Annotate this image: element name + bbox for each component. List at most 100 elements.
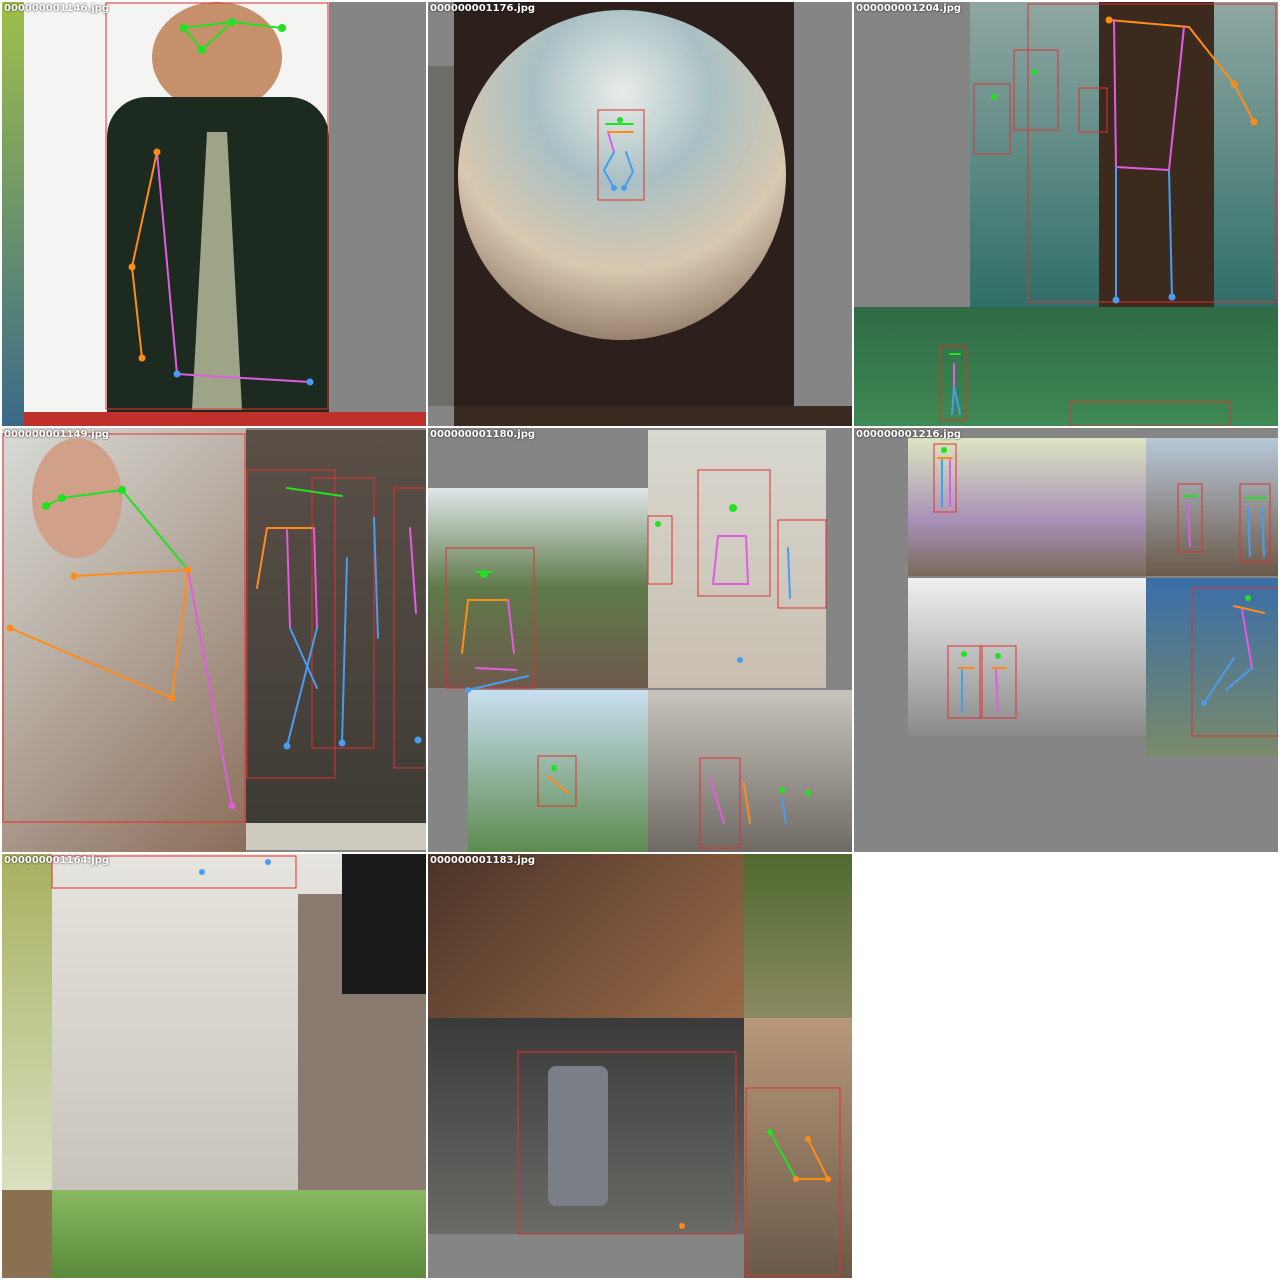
- bbox: [947, 645, 983, 719]
- skeleton-arm: [1108, 19, 1190, 28]
- tile-000000001180[interactable]: 000000001180.jpg: [428, 428, 852, 852]
- keypoint: [621, 185, 627, 191]
- photo-bottom-strip: [454, 406, 852, 426]
- bbox: [2, 433, 246, 823]
- keypoint: [278, 24, 286, 32]
- keypoint: [1031, 69, 1037, 75]
- photo-room: [648, 430, 826, 688]
- keypoint: [480, 570, 488, 578]
- photo-flip-phone: [548, 1066, 608, 1206]
- skeleton-torso: [1168, 26, 1185, 171]
- photo-wood: [2, 1190, 52, 1278]
- bbox: [1078, 87, 1108, 133]
- empty-cell: [854, 854, 1278, 1278]
- skeleton-arm: [461, 599, 469, 654]
- keypoint: [1245, 595, 1251, 601]
- photo-park: [744, 854, 852, 1018]
- photo-ski: [468, 690, 648, 852]
- photo-fisheye: [458, 10, 786, 340]
- skeleton-leg: [953, 386, 961, 415]
- tile-000000001164[interactable]: 000000001164.jpg: [2, 854, 426, 1278]
- skeleton-leg: [1168, 169, 1173, 298]
- skeleton-leg: [1225, 667, 1253, 691]
- photo-bottom: [854, 307, 1278, 426]
- skeleton-torso: [1241, 609, 1253, 669]
- keypoint: [825, 1176, 831, 1182]
- skeleton-arm: [131, 266, 143, 359]
- skeleton-arm: [807, 1138, 829, 1180]
- keypoint: [265, 859, 271, 865]
- keypoint: [173, 370, 181, 378]
- photo-speaker: [342, 854, 426, 994]
- photo-river: [428, 488, 648, 688]
- skeleton-arm: [1233, 83, 1255, 123]
- bbox: [393, 487, 426, 769]
- bbox: [777, 519, 827, 609]
- skeleton-face: [769, 1131, 797, 1180]
- bbox: [647, 515, 673, 585]
- keypoint: [1168, 293, 1176, 301]
- skeleton-arm: [547, 775, 569, 794]
- skeleton-torso: [286, 529, 291, 629]
- bbox: [537, 755, 577, 807]
- skeleton-face: [183, 27, 203, 51]
- pose-overlay: [939, 3, 1277, 426]
- skeleton-leg: [951, 386, 955, 415]
- keypoint: [228, 18, 236, 26]
- tile-000000001146[interactable]: 000000001146.jpg: [2, 2, 426, 426]
- filename-label: 000000001183.jpg: [430, 855, 536, 866]
- photo-left-strip: [428, 66, 454, 406]
- bbox: [1177, 483, 1203, 553]
- filename-label: 000000001204.jpg: [856, 3, 962, 14]
- photo-bottom-strip: [24, 412, 426, 426]
- skeleton-torso: [995, 669, 999, 713]
- keypoint: [991, 94, 997, 100]
- photo-leaves: [52, 1190, 426, 1278]
- keypoint: [729, 504, 737, 512]
- pose-overlay: [2, 433, 426, 823]
- keypoint: [1201, 700, 1207, 706]
- keypoint: [793, 1176, 799, 1182]
- tile-000000001204[interactable]: 000000001204.jpg: [854, 2, 1278, 426]
- keypoint: [128, 263, 136, 271]
- tile-000000001176[interactable]: 000000001176.jpg: [428, 2, 852, 426]
- bbox: [979, 645, 1017, 719]
- keypoint: [941, 447, 947, 453]
- tile-000000001183[interactable]: 000000001183.jpg: [428, 854, 852, 1278]
- skeleton-torso: [313, 527, 318, 629]
- keypoint: [995, 653, 1001, 659]
- skeleton-leg: [286, 627, 318, 747]
- keypoint: [70, 572, 78, 580]
- keypoint: [338, 739, 346, 747]
- keypoint: [138, 354, 146, 362]
- bbox: [973, 83, 1011, 155]
- keypoint: [1105, 16, 1113, 24]
- filename-label: 000000001146.jpg: [4, 3, 110, 14]
- skeleton-torso: [176, 373, 311, 383]
- pose-overlay: [105, 2, 329, 410]
- skeleton-leg: [603, 169, 615, 189]
- bbox: [597, 109, 645, 201]
- skeleton-arm: [256, 527, 268, 589]
- filename-label: 000000001149.jpg: [4, 429, 110, 440]
- skeleton-torso: [712, 535, 719, 585]
- bbox: [745, 1087, 841, 1277]
- pose-overlay: [597, 109, 645, 201]
- keypoint: [118, 486, 126, 494]
- bbox: [445, 547, 535, 689]
- bbox: [1069, 401, 1231, 426]
- keypoint: [1230, 80, 1238, 88]
- keypoint: [198, 46, 206, 54]
- bbox: [105, 2, 329, 410]
- photo-floor: [246, 823, 426, 850]
- tile-000000001216[interactable]: 000000001216.jpg: [854, 428, 1278, 852]
- tile-000000001149[interactable]: 000000001149.jpg: [2, 428, 426, 852]
- skeleton-torso: [1113, 19, 1117, 168]
- keypoint: [737, 657, 743, 663]
- skeleton-leg: [603, 151, 615, 171]
- skeleton-leg: [373, 517, 379, 639]
- keypoint: [58, 494, 66, 502]
- skeleton-face: [231, 21, 283, 29]
- photo-horse: [428, 854, 744, 1018]
